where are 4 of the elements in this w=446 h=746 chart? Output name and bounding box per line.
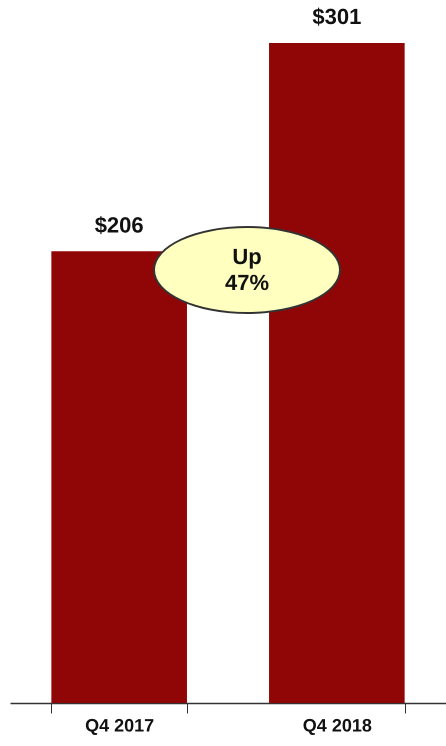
data-label: $301 <box>312 4 362 29</box>
x-tick-label: Q4 2018 <box>302 716 372 736</box>
data-label: $206 <box>94 212 144 238</box>
x-tick-label: Q4 2017 <box>85 716 154 736</box>
